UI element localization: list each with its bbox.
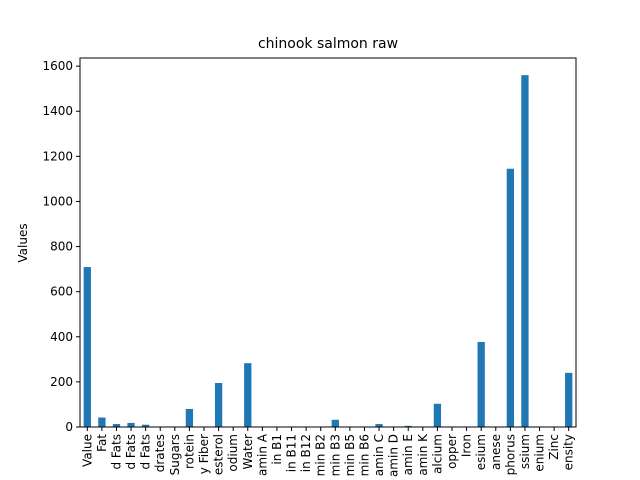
y-tick-label: 200 xyxy=(50,375,73,389)
bar xyxy=(375,424,383,427)
y-tick-label: 1400 xyxy=(42,104,73,118)
x-tick-label: alcium xyxy=(430,434,444,474)
x-tick-label: drates xyxy=(153,434,167,472)
x-tick-label: min B5 xyxy=(343,434,357,476)
x-tick-label: rotein xyxy=(182,434,196,469)
bar xyxy=(142,424,150,427)
x-tick-label: esterol xyxy=(212,434,226,475)
x-tick-label: opper xyxy=(445,434,459,469)
x-tick-label: amin K xyxy=(416,433,430,476)
x-tick-label: amin A xyxy=(255,433,269,476)
x-tick-label: anese xyxy=(489,434,503,470)
y-axis-label: Values xyxy=(16,223,30,262)
x-tick-label: ssium xyxy=(518,434,532,469)
y-tick-label: 400 xyxy=(50,330,73,344)
x-tick-label: esium xyxy=(474,434,488,470)
x-tick-label: d Fats xyxy=(124,434,138,470)
bar xyxy=(433,403,442,427)
x-tick-label: d Fats xyxy=(109,434,123,470)
bar xyxy=(331,419,339,427)
x-tick-label: Fat xyxy=(95,434,109,452)
bar xyxy=(214,383,223,427)
x-tick-label: amin D xyxy=(387,434,401,477)
x-tick-label: min B2 xyxy=(314,434,328,476)
y-tick-label: 1000 xyxy=(42,194,73,208)
x-tick-label: in B1 xyxy=(270,434,284,465)
y-tick-label: 600 xyxy=(50,285,73,299)
x-tick-label: Value xyxy=(80,434,94,467)
x-tick-label: Zinc xyxy=(547,434,561,460)
x-tick-label: odium xyxy=(226,434,240,472)
y-tick-label: 0 xyxy=(65,420,73,434)
bar xyxy=(477,341,485,427)
bar xyxy=(244,363,252,427)
bar xyxy=(404,425,412,427)
x-tick-label: Sugars xyxy=(168,434,182,475)
plot-frame xyxy=(79,57,577,428)
x-tick-label: amin C xyxy=(372,434,386,476)
x-tick-label: enium xyxy=(533,434,547,472)
x-tick-label: d Fats xyxy=(139,434,153,470)
y-tick-label: 1200 xyxy=(42,149,73,163)
chart-title: chinook salmon raw xyxy=(258,36,398,52)
bar xyxy=(98,417,106,427)
y-tick-label: 800 xyxy=(50,240,73,254)
x-tick-label: Water xyxy=(241,434,255,470)
bar xyxy=(521,75,529,427)
y-tick-label: 1600 xyxy=(42,59,73,73)
bar xyxy=(127,422,135,427)
x-tick-label: phorus xyxy=(503,434,517,475)
bar xyxy=(83,267,91,427)
x-tick-label: in B11 xyxy=(285,434,299,472)
x-tick-label: Iron xyxy=(460,434,474,457)
bar xyxy=(565,372,573,427)
x-tick-label: amin E xyxy=(401,434,415,475)
x-tick-label: min B3 xyxy=(328,434,342,476)
bar xyxy=(506,168,514,427)
x-tick-label: in B12 xyxy=(299,434,313,472)
x-tick-label: min B6 xyxy=(357,434,371,476)
x-tick-label: ensity xyxy=(562,434,576,470)
x-tick-label: y Fiber xyxy=(197,434,211,474)
bar xyxy=(185,408,194,427)
bar xyxy=(112,424,121,427)
